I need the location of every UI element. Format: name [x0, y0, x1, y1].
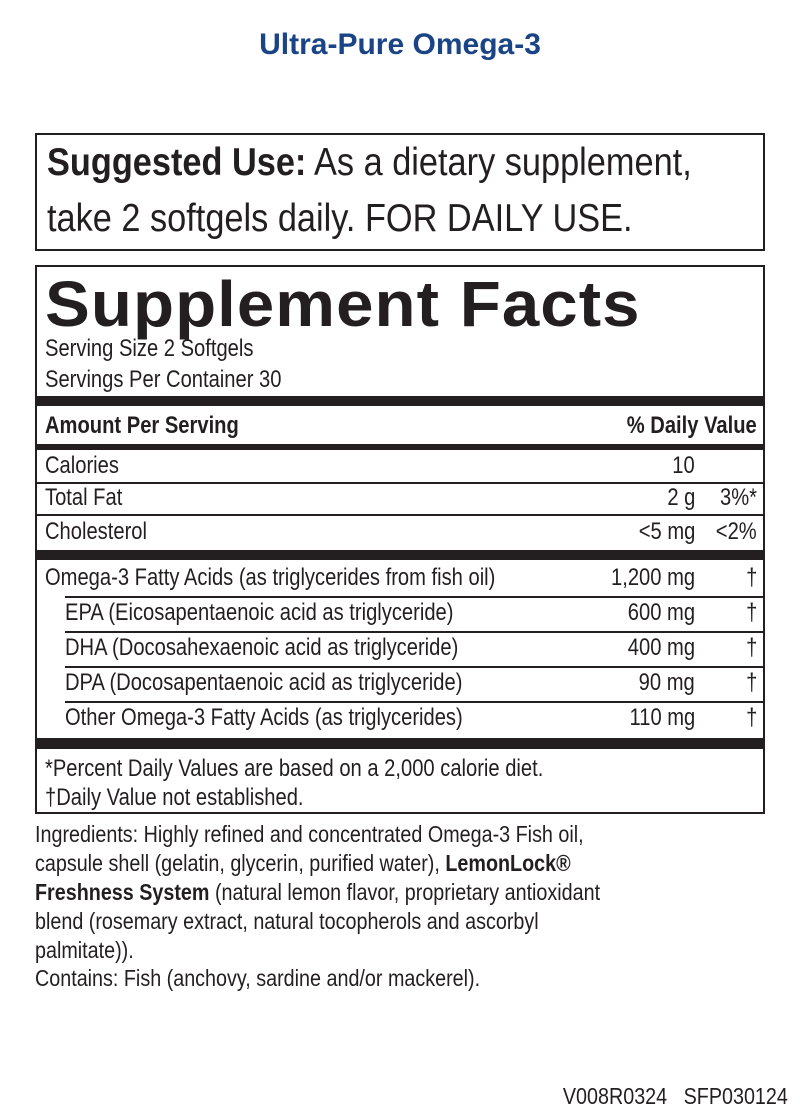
- ingredients: Ingredients: Highly refined and concentr…: [35, 821, 601, 963]
- divider-thick: [37, 550, 763, 560]
- suggested-use-line-1: Suggested Use: As a dietary supplement,: [47, 141, 780, 185]
- suggested-use-box: Suggested Use: As a dietary supplement, …: [35, 133, 765, 251]
- freshness-system: Freshness System: [35, 879, 210, 905]
- nutrient-amount: 1,200 mg: [610, 564, 695, 591]
- nutrient-name: Cholesterol: [45, 518, 147, 545]
- nutrient-daily-value: †: [745, 704, 757, 731]
- suggested-use-text-2: take 2 softgels daily. FOR DAILY USE.: [47, 197, 633, 240]
- facts-title: Supplement Facts: [45, 268, 641, 340]
- row-divider: [37, 514, 763, 516]
- divider-thick: [37, 738, 763, 749]
- nutrient-name: DPA (Docosapentaenoic acid as triglyceri…: [65, 669, 463, 696]
- nutrient-amount: 10: [672, 452, 695, 479]
- nutrient-daily-value: 3%*: [720, 484, 757, 511]
- nutrient-amount: 2 g: [666, 484, 695, 511]
- nutrient-daily-value: †: [745, 599, 757, 626]
- suggested-use-text-1: As a dietary supplement,: [314, 141, 692, 184]
- supplement-facts-panel: Supplement Facts Serving Size 2 Softgels…: [35, 265, 765, 814]
- header-daily-value: % Daily Value: [627, 412, 757, 439]
- row-divider: [65, 596, 763, 598]
- nutrient-amount: 400 mg: [627, 634, 695, 661]
- footnote-dagger: †Daily Value not established.: [45, 784, 304, 811]
- label-codes: V008R0324 SFP030124: [520, 1083, 788, 1110]
- header-amount-per-serving: Amount Per Serving: [45, 412, 239, 439]
- footnote-daily-values: *Percent Daily Values are based on a 2,0…: [45, 755, 544, 782]
- nutrient-name: EPA (Eicosapentaenoic acid as triglyceri…: [65, 599, 454, 626]
- product-title: Ultra-Pure Omega-3: [259, 28, 541, 61]
- nutrient-daily-value: †: [745, 669, 757, 696]
- allergen-statement: Contains: Fish (anchovy, sardine and/or …: [35, 965, 481, 991]
- nutrient-daily-value: †: [745, 564, 757, 591]
- nutrient-daily-value: †: [745, 634, 757, 661]
- nutrient-name: Total Fat: [45, 484, 123, 511]
- lemonlock-brand: LemonLock®: [445, 850, 571, 876]
- sfp-code: SFP030124: [683, 1083, 788, 1109]
- nutrient-name: DHA (Docosahexaenoic acid as triglycerid…: [65, 634, 459, 661]
- row-divider: [65, 701, 763, 703]
- row-divider: [37, 482, 763, 484]
- nutrient-amount: <5 mg: [638, 518, 695, 545]
- suggested-use-label: Suggested Use:: [47, 141, 307, 184]
- nutrient-name: Other Omega-3 Fatty Acids (as triglyceri…: [65, 704, 463, 731]
- nutrient-name: Omega-3 Fatty Acids (as triglycerides fr…: [45, 564, 496, 591]
- row-divider: [65, 666, 763, 668]
- row-divider: [65, 631, 763, 633]
- serving-size: Serving Size 2 Softgels: [45, 335, 254, 362]
- divider-medium: [37, 444, 763, 450]
- nutrient-amount: 110 mg: [629, 704, 695, 731]
- nutrient-amount: 90 mg: [638, 669, 695, 696]
- nutrient-daily-value: <2%: [716, 518, 757, 545]
- servings-per-container: Servings Per Container 30: [45, 366, 282, 393]
- divider-thick: [37, 396, 763, 406]
- nutrient-amount: 600 mg: [627, 599, 695, 626]
- version-code: V008R0324: [562, 1083, 668, 1109]
- suggested-use-line-2: take 2 softgels daily. FOR DAILY USE.: [47, 197, 712, 241]
- nutrient-name: Calories: [45, 452, 119, 479]
